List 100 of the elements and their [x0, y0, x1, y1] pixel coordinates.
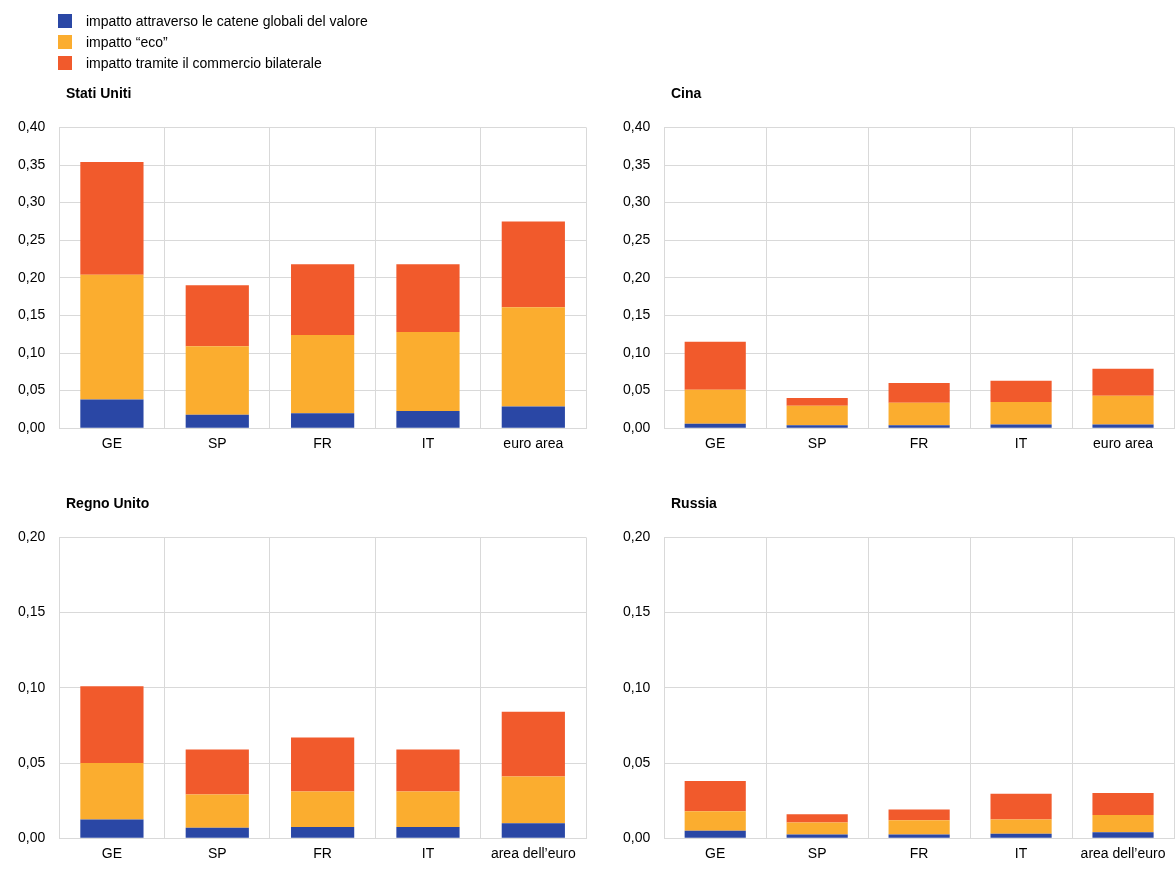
- x-tick-label: GE: [101, 845, 123, 862]
- legend-label: impatto tramite il commercio bilaterale: [86, 54, 322, 71]
- x-tick-label: SP: [807, 845, 827, 862]
- y-tick-label: 0,20: [18, 528, 46, 545]
- bar: [786, 834, 848, 838]
- bar: [990, 380, 1052, 402]
- bar: [1092, 424, 1154, 428]
- x-tick-label: SP: [807, 435, 827, 452]
- bar: [1092, 395, 1154, 425]
- chart-title: Russia: [671, 495, 717, 511]
- bar: [396, 791, 460, 827]
- y-tick-label: 0,05: [623, 753, 651, 770]
- x-tick-label: euro area: [503, 435, 564, 452]
- y-tick-label: 0,05: [18, 753, 46, 770]
- bar: [291, 334, 355, 414]
- bar: [501, 307, 565, 407]
- bar: [80, 399, 144, 428]
- x-tick-label: IT: [1014, 845, 1028, 862]
- bar: [684, 811, 746, 831]
- bar: [501, 711, 565, 777]
- bar: [185, 827, 249, 838]
- bar: [1092, 814, 1154, 833]
- x-tick-label: area dell’euro: [490, 845, 576, 862]
- bar: [888, 425, 950, 428]
- bar: [888, 820, 950, 835]
- legend-label: impatto “eco”: [86, 33, 168, 50]
- bar: [291, 791, 355, 827]
- y-tick-label: 0,15: [623, 306, 651, 323]
- bar: [501, 776, 565, 824]
- bar: [1092, 832, 1154, 838]
- bar: [990, 793, 1052, 820]
- y-tick-label: 0,05: [18, 381, 46, 398]
- x-tick-label: GE: [705, 845, 726, 862]
- x-tick-label: euro area: [1093, 435, 1154, 452]
- y-tick-label: 0,10: [18, 678, 46, 695]
- bar: [501, 823, 565, 838]
- x-tick-label: FR: [909, 845, 929, 862]
- bar: [291, 737, 355, 792]
- bar: [501, 406, 565, 428]
- bar: [80, 686, 144, 763]
- y-tick-label: 0,20: [623, 528, 651, 545]
- bar: [185, 749, 249, 795]
- bar: [291, 264, 355, 335]
- bar: [80, 763, 144, 820]
- bar: [1092, 793, 1154, 815]
- bar: [291, 413, 355, 428]
- chart-title: Regno Unito: [66, 495, 150, 511]
- bar: [396, 749, 460, 792]
- bar: [684, 389, 746, 424]
- bar: [888, 809, 950, 821]
- bar: [684, 423, 746, 428]
- y-tick-label: 0,10: [623, 343, 651, 360]
- bar: [888, 834, 950, 838]
- bar: [501, 221, 565, 308]
- bar: [396, 264, 460, 332]
- x-tick-label: FR: [313, 845, 332, 862]
- bar: [990, 424, 1052, 428]
- y-tick-label: 0,05: [623, 381, 651, 398]
- bar: [990, 833, 1052, 838]
- bar: [80, 161, 144, 275]
- bar: [990, 819, 1052, 834]
- bar: [684, 341, 746, 390]
- x-tick-label: GE: [705, 435, 726, 452]
- chart-title: Cina: [671, 85, 702, 101]
- bar: [786, 822, 848, 835]
- y-tick-label: 0,15: [18, 306, 46, 323]
- bar: [80, 274, 144, 400]
- y-tick-label: 0,20: [623, 268, 651, 285]
- bar: [396, 410, 460, 428]
- bar: [990, 401, 1052, 425]
- y-tick-label: 0,35: [623, 155, 651, 172]
- legend-label: impatto attraverso le catene globali del valore: [86, 12, 368, 29]
- y-tick-label: 0,00: [18, 829, 46, 846]
- y-tick-label: 0,25: [18, 231, 46, 248]
- bar: [888, 402, 950, 426]
- bar: [684, 781, 746, 812]
- x-tick-label: FR: [313, 435, 332, 452]
- bar: [684, 830, 746, 838]
- bar: [185, 414, 249, 428]
- bar: [888, 383, 950, 403]
- y-tick-label: 0,00: [623, 829, 651, 846]
- y-tick-label: 0,15: [623, 603, 651, 620]
- bar: [786, 398, 848, 406]
- y-tick-label: 0,35: [18, 155, 46, 172]
- x-tick-label: GE: [101, 435, 123, 452]
- bar: [185, 285, 249, 347]
- x-tick-label: IT: [421, 845, 435, 862]
- bar: [291, 826, 355, 838]
- bar: [786, 814, 848, 823]
- bar: [786, 405, 848, 426]
- y-tick-label: 0,25: [623, 231, 651, 248]
- x-tick-label: IT: [421, 435, 435, 452]
- y-tick-label: 0,15: [18, 603, 46, 620]
- bar: [185, 794, 249, 828]
- y-tick-label: 0,30: [623, 193, 651, 210]
- x-tick-label: FR: [909, 435, 929, 452]
- y-tick-label: 0,00: [18, 419, 46, 436]
- bar: [1092, 368, 1154, 396]
- x-tick-label: SP: [207, 845, 227, 862]
- x-tick-label: IT: [1014, 435, 1028, 452]
